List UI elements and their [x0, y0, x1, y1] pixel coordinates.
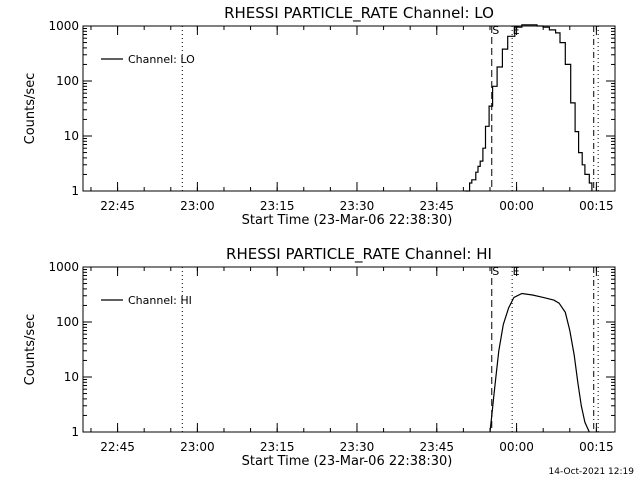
- x-tick-label: 00:00: [499, 199, 534, 213]
- legend-label: Channel: LO: [128, 53, 195, 66]
- y-tick-label: 100: [56, 315, 79, 329]
- y-tick-label: 1: [71, 184, 79, 198]
- y-axis-label: Counts/sec: [23, 73, 38, 145]
- y-tick-label: 1000: [48, 19, 79, 33]
- marker-label-s: S: [492, 265, 499, 278]
- marker-label-e: E: [513, 24, 520, 37]
- legend-label: Channel: HI: [128, 294, 192, 307]
- y-tick-label: 1000: [48, 260, 79, 274]
- plot-frame: [82, 266, 616, 433]
- marker-label-s: S: [492, 24, 499, 37]
- marker-label-e: E: [513, 265, 520, 278]
- y-tick-label: 10: [64, 129, 79, 143]
- x-tick-label: 00:00: [499, 440, 534, 454]
- chart-panel-0: RHESSI PARTICLE_RATE Channel: LO 1 10 100 10…: [23, 4, 616, 228]
- chart-panel-1: RHESSI PARTICLE_RATE Channel: HI 1 10 100 10…: [23, 245, 616, 469]
- x-tick-label: 22:45: [100, 440, 135, 454]
- x-tick-label: 23:15: [260, 199, 295, 213]
- y-tick-label: 10: [64, 370, 79, 384]
- y-axis-label: Counts/sec: [23, 314, 38, 386]
- x-axis-label: Start Time (23-Mar-06 22:38:30): [242, 454, 453, 469]
- series-line-0: [464, 24, 593, 192]
- x-tick-label: 23:00: [180, 199, 215, 213]
- x-tick-label: 00:15: [579, 199, 614, 213]
- chart-title: RHESSI PARTICLE_RATE Channel: LO: [224, 4, 494, 23]
- x-tick-label: 23:45: [419, 440, 454, 454]
- chart-title: RHESSI PARTICLE_RATE Channel: HI: [226, 245, 492, 264]
- series-line-0: [489, 292, 590, 433]
- x-tick-label: 23:15: [260, 440, 295, 454]
- y-tick-label: 1: [71, 425, 79, 439]
- y-tick-label: 100: [56, 74, 79, 88]
- x-tick-label: 23:30: [340, 199, 375, 213]
- x-tick-label: 23:30: [340, 440, 375, 454]
- x-tick-label: 23:45: [419, 199, 454, 213]
- x-tick-label: 23:00: [180, 440, 215, 454]
- plot-frame: [82, 25, 616, 192]
- footer-timestamp: 14-Oct-2021 12:19: [548, 467, 634, 477]
- x-tick-label: 00:15: [579, 440, 614, 454]
- x-tick-label: 22:45: [100, 199, 135, 213]
- x-axis-label: Start Time (23-Mar-06 22:38:30): [242, 213, 453, 228]
